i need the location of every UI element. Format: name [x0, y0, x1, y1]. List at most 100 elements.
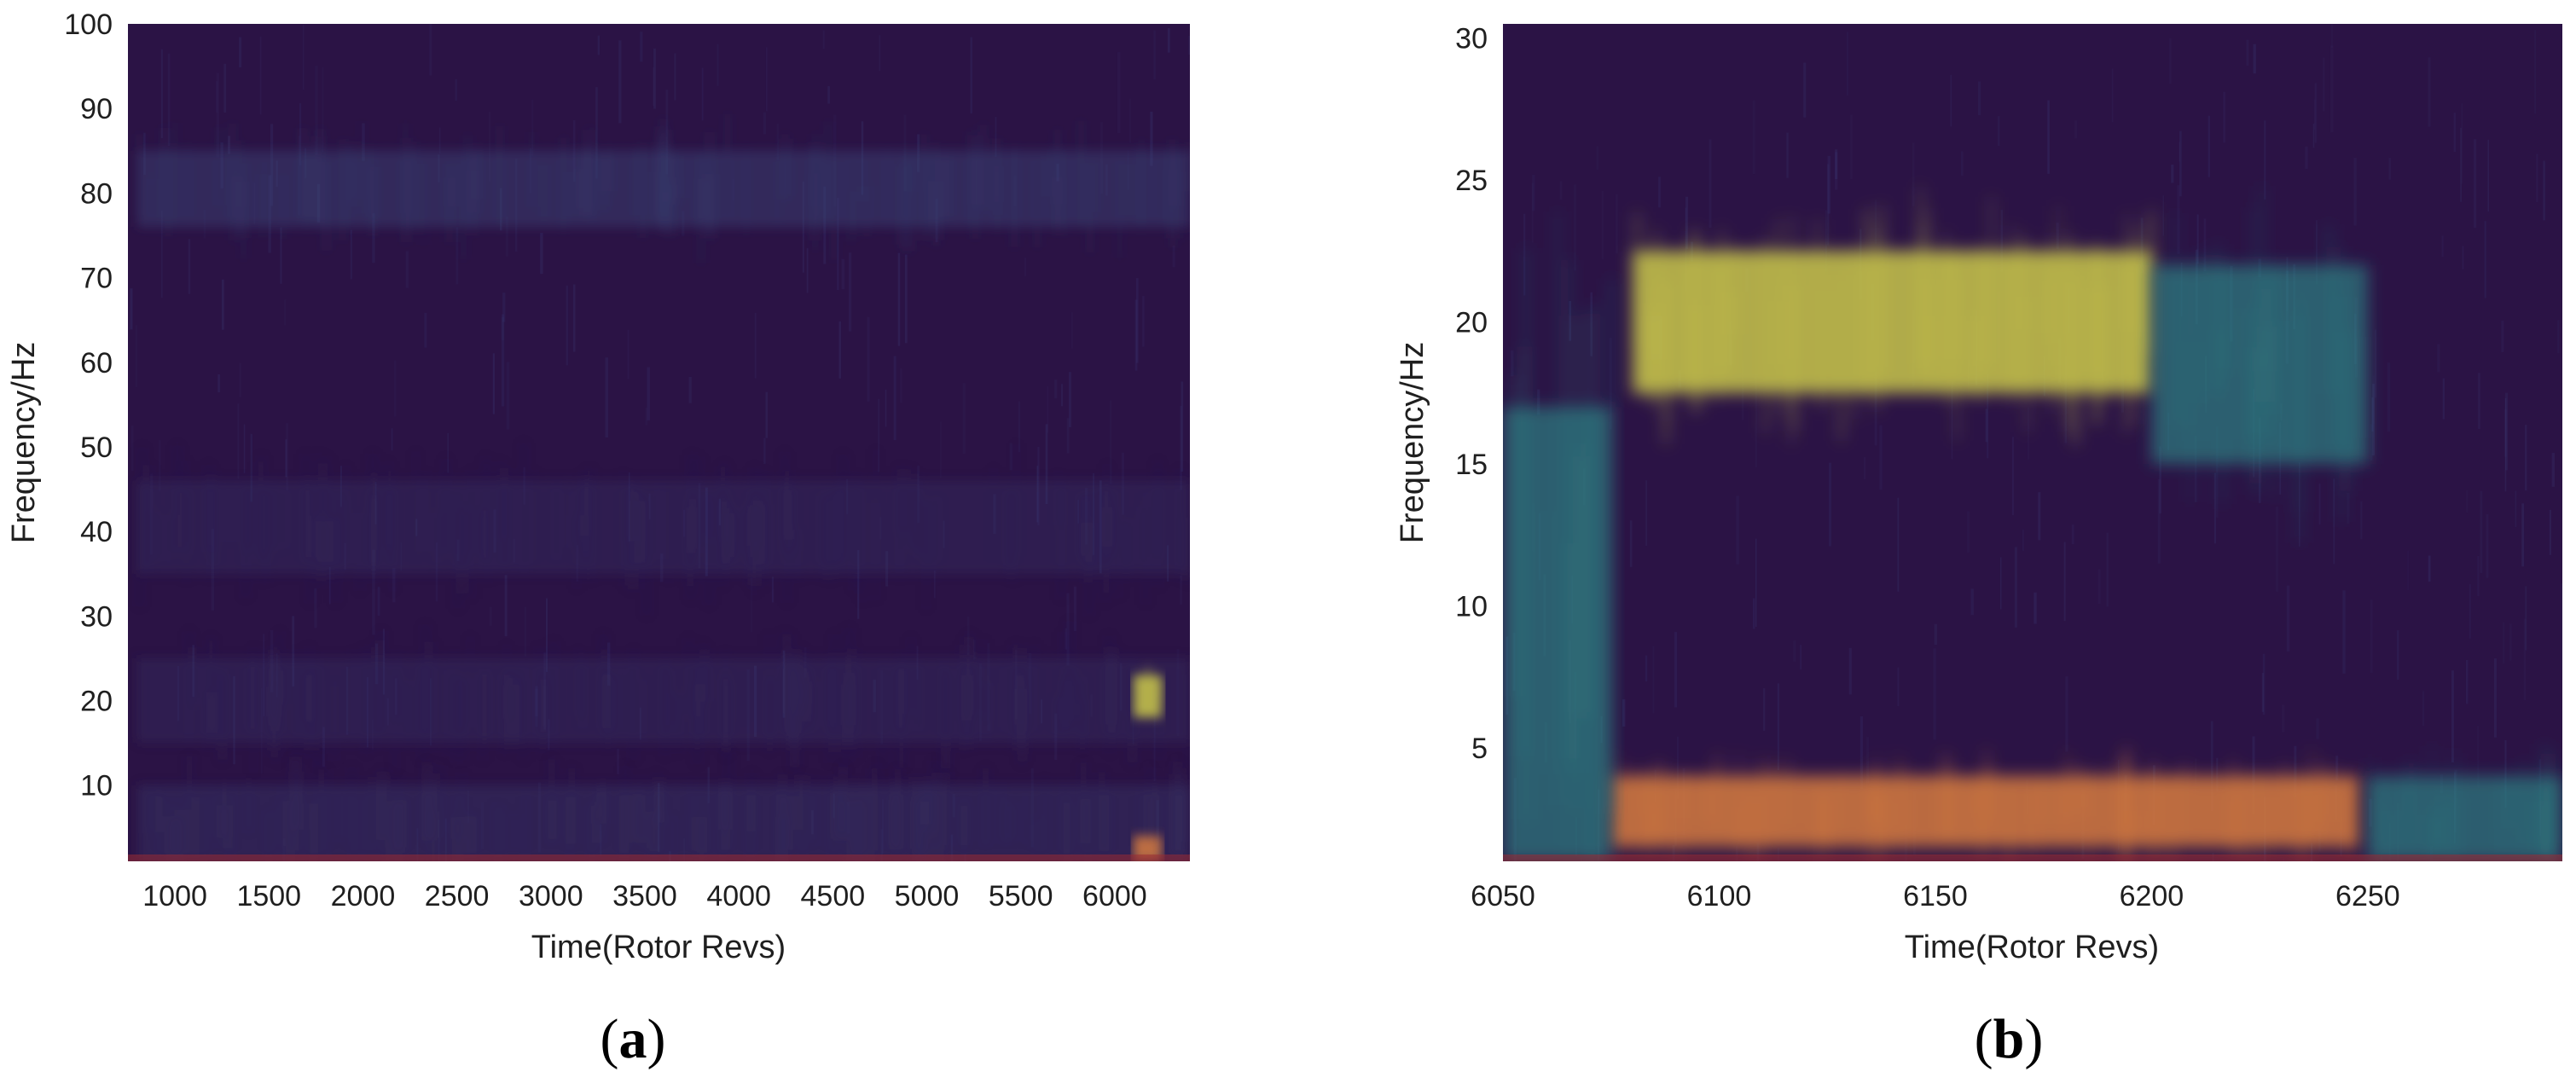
texture-streak	[2097, 569, 2101, 605]
texture-streak	[2329, 45, 2334, 133]
texture-streak	[1047, 385, 1049, 433]
panel-a-baseline-strip	[128, 854, 1190, 861]
texture-streak	[2157, 478, 2161, 564]
texture-streak	[837, 197, 839, 291]
texture-streak	[645, 408, 648, 426]
texture-streak	[1167, 28, 1170, 53]
panel-a: 1000 1500 2000 2500 3000 3500 4000 4500 5000 5500…	[6, 9, 1190, 1070]
texture-streak	[1825, 210, 1827, 272]
texture-streak	[2111, 68, 2114, 123]
texture-streak	[2169, 38, 2172, 84]
texture-streak	[2469, 584, 2471, 639]
panel-a-y-tick-label: 80	[80, 177, 113, 210]
texture-streak	[502, 293, 506, 322]
texture-streak	[1054, 379, 1058, 399]
texture-streak	[2387, 362, 2391, 432]
texture-streak	[501, 316, 505, 340]
texture-streak	[1847, 32, 1848, 96]
texture-streak	[216, 81, 218, 113]
panel-a-x-tick-label: 5500	[989, 880, 1053, 912]
panel-a-x-ticks: 1000 1500 2000 2500 3000 3500 4000 4500 5000 5500…	[142, 880, 1146, 912]
texture-streak	[2216, 757, 2219, 792]
texture-streak	[1073, 586, 1076, 632]
texture-streak	[1150, 111, 1153, 166]
texture-streak	[2477, 725, 2480, 788]
texture-streak	[1827, 155, 1830, 214]
texture-streak	[717, 43, 719, 86]
texture-streak	[2264, 120, 2266, 200]
texture-streak	[447, 432, 450, 473]
texture-streak	[2310, 859, 2313, 861]
texture-streak	[1999, 557, 2002, 610]
texture-streak	[2212, 853, 2214, 861]
texture-streak	[857, 550, 860, 619]
texture-streak	[1523, 213, 1526, 296]
texture-streak	[1848, 647, 1852, 695]
texture-streak	[1061, 384, 1063, 407]
panel-a-y-tick-label: 10	[80, 770, 113, 802]
texture-streak	[972, 640, 976, 660]
texture-streak	[1559, 181, 1563, 200]
panel-b-x-axis-title: Time(Rotor Revs)	[1905, 930, 2159, 965]
texture-streak	[2371, 397, 2374, 432]
panel-b-y-tick-label: 5	[1471, 733, 1488, 765]
texture-streak	[223, 63, 227, 113]
panel-b-band-1	[2151, 185, 2368, 543]
texture-streak	[2451, 670, 2454, 762]
texture-streak	[647, 367, 650, 420]
texture-streak	[640, 32, 643, 62]
panel-b-y-tick-label: 20	[1455, 307, 1488, 339]
texture-streak	[2047, 100, 2050, 174]
texture-streak	[2342, 590, 2346, 674]
texture-streak	[1153, 30, 1156, 80]
texture-streak	[2504, 408, 2507, 457]
texture-streak	[2286, 585, 2290, 652]
texture-streak	[2374, 329, 2377, 398]
texture-streak	[2388, 157, 2391, 180]
texture-streak	[322, 727, 325, 767]
texture-streak	[1753, 598, 1755, 629]
texture-streak	[2223, 91, 2225, 143]
texture-streak	[2437, 344, 2440, 373]
texture-streak	[2474, 139, 2477, 229]
texture-streak	[2347, 492, 2350, 524]
panel-b-x-tick-label: 6200	[2120, 880, 2184, 912]
panel-a-x-tick-label: 1000	[142, 880, 207, 912]
texture-streak	[221, 279, 224, 330]
texture-streak	[1609, 338, 1612, 430]
texture-streak	[1897, 667, 1900, 707]
texture-streak	[2282, 858, 2284, 861]
texture-streak	[130, 288, 133, 330]
texture-streak	[867, 316, 870, 402]
texture-streak	[653, 48, 656, 109]
texture-streak	[1009, 443, 1012, 471]
texture-streak	[322, 67, 324, 153]
texture-streak	[299, 103, 302, 166]
panel-a-x-tick-label: 5000	[895, 880, 960, 912]
texture-streak	[2333, 478, 2335, 565]
texture-streak	[1532, 174, 1535, 211]
texture-streak	[1685, 207, 1687, 292]
texture-streak	[885, 389, 887, 427]
panel-a-y-tick-label: 70	[80, 263, 113, 295]
texture-streak	[1763, 688, 1766, 731]
texture-streak	[2557, 320, 2560, 354]
panel-b-x-tick-label: 6100	[1687, 880, 1752, 912]
texture-streak	[540, 233, 543, 275]
panel-a-x-axis-title: Time(Rotor Revs)	[531, 930, 786, 965]
texture-streak	[674, 53, 676, 101]
texture-streak	[2071, 524, 2074, 545]
texture-streak	[2484, 221, 2486, 298]
texture-streak	[2314, 83, 2317, 143]
texture-streak	[2252, 736, 2255, 815]
texture-streak	[1129, 98, 1131, 143]
texture-streak	[2370, 424, 2373, 461]
texture-streak	[2422, 691, 2424, 727]
texture-streak	[2022, 530, 2024, 551]
panel-b-x-tick-label: 6250	[2335, 880, 2400, 912]
texture-streak	[391, 428, 393, 451]
texture-streak	[970, 37, 972, 114]
panel-b-baseline-strip	[1503, 854, 2562, 861]
texture-streak	[1531, 182, 1534, 243]
texture-streak	[429, 24, 432, 76]
